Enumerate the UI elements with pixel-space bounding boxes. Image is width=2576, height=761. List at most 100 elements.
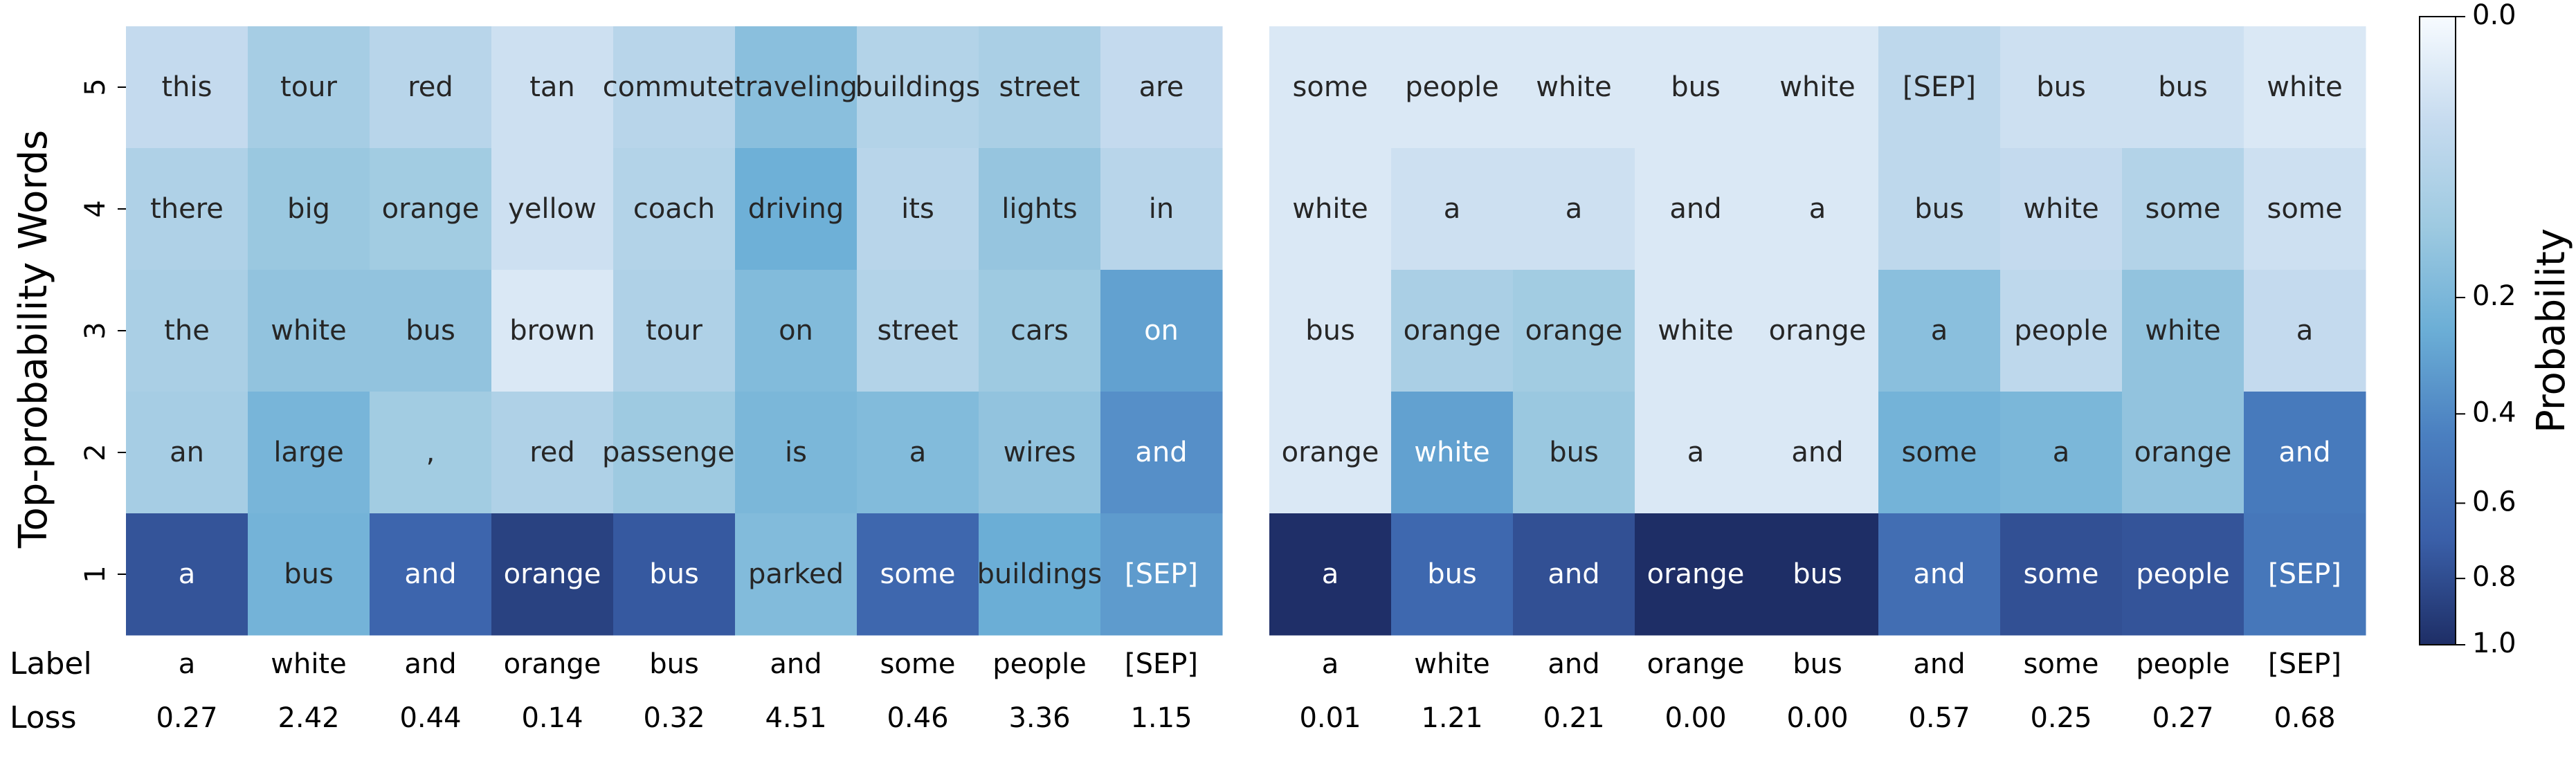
cell-word: white	[2267, 71, 2342, 103]
y-tick-label: 3	[80, 322, 111, 339]
cell-word: some	[2024, 558, 2099, 590]
cell-word: bus	[284, 558, 334, 590]
cell-word: red	[529, 437, 575, 468]
heatmap-cell	[370, 270, 492, 392]
heatmap-cell	[857, 26, 979, 149]
heatmap-cell	[126, 392, 248, 514]
y-tick-label: 2	[80, 443, 111, 461]
cell-word: bus	[2158, 71, 2208, 103]
cell-word: a	[2053, 437, 2070, 468]
target-label: and	[404, 648, 456, 680]
loss-value: 0.44	[399, 702, 461, 734]
heatmap-cell	[2244, 26, 2366, 149]
heatmap-cell	[857, 392, 979, 514]
cell-word: white	[1536, 71, 1611, 103]
heatmap-cell	[1391, 392, 1514, 514]
heatmap-cell	[735, 26, 858, 149]
cell-word: some	[2146, 193, 2221, 225]
cell-word: lights	[1001, 193, 1078, 225]
cell-word: a	[1444, 193, 1461, 225]
y-tick-label: 4	[80, 200, 111, 217]
heatmap-cell	[2000, 513, 2123, 636]
cell-word: the	[164, 315, 210, 347]
cell-word: white	[1658, 315, 1733, 347]
heatmap-cell	[2122, 148, 2244, 271]
loss-value: 0.46	[887, 702, 948, 734]
cell-word: a	[1566, 193, 1583, 225]
cell-word: tour	[646, 315, 703, 347]
heatmap-cell	[613, 513, 736, 636]
loss-value: 4.51	[765, 702, 826, 734]
cell-word: orange	[1647, 558, 1745, 590]
heatmap-cell	[2000, 392, 2123, 514]
colorbar-tick-label: 0.6	[2472, 486, 2516, 517]
cell-word: bus	[2036, 71, 2086, 103]
heatmap-cell	[857, 513, 979, 636]
heatmap-cell	[857, 270, 979, 392]
heatmap-cell	[491, 148, 614, 271]
target-label: orange	[504, 648, 601, 680]
target-label: people	[992, 648, 1087, 680]
heatmap-cell	[735, 513, 858, 636]
heatmap-cell	[2000, 270, 2123, 392]
heatmap-cell	[370, 392, 492, 514]
heatmap-cell	[491, 270, 614, 392]
cell-word: orange	[504, 558, 601, 590]
heatmap-cell	[1635, 392, 1757, 514]
cell-word: traveling	[734, 71, 858, 103]
cell-word: bus	[1427, 558, 1477, 590]
cell-word: bus	[1549, 437, 1599, 468]
cell-word: bus	[649, 558, 699, 590]
cell-word: big	[287, 193, 330, 225]
y-tick-label: 5	[80, 78, 111, 95]
cell-word: orange	[1282, 437, 1379, 468]
cell-word: parked	[748, 558, 844, 590]
heatmap-cell	[2000, 148, 2123, 271]
cell-word: white	[1292, 193, 1368, 225]
cell-word: this	[162, 71, 212, 103]
heatmap-cell	[1513, 513, 1635, 636]
loss-value: 0.01	[1299, 702, 1361, 734]
loss-value: 1.21	[1421, 702, 1482, 734]
cell-word: and	[1669, 193, 1721, 225]
cell-word: white	[271, 315, 346, 347]
heatmap-cell	[1878, 392, 2001, 514]
cell-word: on	[779, 315, 813, 347]
cell-word: street	[999, 71, 1080, 103]
cell-word: white	[2145, 315, 2220, 347]
cell-word: its	[901, 193, 934, 225]
loss-value: 2.42	[278, 702, 339, 734]
heatmap-cell	[1100, 270, 1223, 392]
cell-word: there	[150, 193, 224, 225]
heatmap-cell	[248, 513, 370, 636]
colorbar-tick-label: 1.0	[2472, 627, 2516, 659]
target-label: people	[2136, 648, 2230, 680]
heatmap-cell	[126, 148, 248, 271]
loss-value: 0.00	[1665, 702, 1726, 734]
heatmap-cell	[1100, 392, 1223, 514]
loss-value: 0.68	[2274, 702, 2335, 734]
heatmap-cell	[1269, 26, 1392, 149]
cell-word: are	[1139, 71, 1184, 103]
heatmap-cell	[126, 513, 248, 636]
target-label: bus	[1793, 648, 1842, 680]
heatmap-cell	[126, 270, 248, 392]
heatmap-cell	[1391, 148, 1514, 271]
heatmap-cell	[1269, 270, 1392, 392]
cell-word: is	[785, 437, 807, 468]
heatmap-cell	[2244, 270, 2366, 392]
heatmap-cell	[979, 270, 1101, 392]
heatmap-cell	[2000, 26, 2123, 149]
cell-word: and	[1913, 558, 1965, 590]
cell-word: ,	[426, 437, 435, 468]
cell-word: red	[408, 71, 453, 103]
target-label: a	[179, 648, 196, 680]
heatmap-cell	[2122, 513, 2244, 636]
cell-word: an	[170, 437, 204, 468]
heatmap-cell	[370, 148, 492, 271]
cell-word: a	[1931, 315, 1948, 347]
target-label: a	[1322, 648, 1339, 680]
cell-word: street	[878, 315, 959, 347]
